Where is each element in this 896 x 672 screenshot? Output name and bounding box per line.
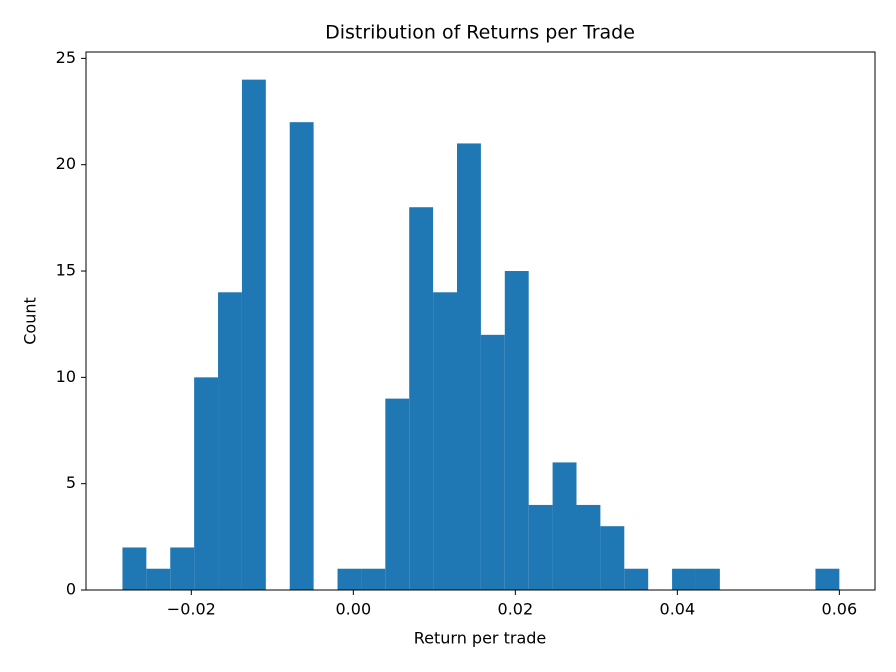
- x-tick-label: 0.06: [822, 600, 858, 619]
- chart-title: Distribution of Returns per Trade: [325, 22, 635, 44]
- bar: [504, 271, 529, 590]
- bar: [672, 568, 696, 590]
- bar: [552, 462, 577, 590]
- y-tick-label: 10: [56, 367, 76, 386]
- bar: [361, 568, 386, 590]
- bar: [457, 143, 481, 591]
- x-tick-label: −0.02: [167, 600, 216, 619]
- bar: [241, 79, 266, 590]
- y-tick-label: 20: [56, 154, 76, 173]
- bar: [385, 398, 410, 590]
- bar: [815, 568, 840, 590]
- x-tick-label: 0.00: [336, 600, 372, 619]
- bar: [433, 292, 458, 590]
- y-tick-label: 15: [56, 261, 76, 280]
- y-axis-label: Count: [21, 297, 40, 345]
- plot-frame: [85, 51, 876, 591]
- bar: [624, 568, 649, 590]
- y-tick-label: 5: [66, 473, 76, 492]
- bar: [409, 207, 434, 590]
- bar: [289, 122, 314, 590]
- y-tick-label: 25: [56, 48, 76, 67]
- bar: [146, 568, 171, 590]
- x-tick-label: 0.04: [660, 600, 696, 619]
- bar: [170, 547, 195, 590]
- bar: [528, 504, 553, 590]
- bar: [218, 292, 242, 590]
- bar: [695, 568, 720, 590]
- bar: [576, 504, 601, 590]
- x-tick-label: 0.02: [498, 600, 534, 619]
- y-tick-label: 0: [66, 580, 76, 599]
- bar: [480, 334, 505, 590]
- x-axis-label: Return per trade: [414, 629, 547, 648]
- bar: [194, 377, 219, 590]
- bar: [337, 568, 362, 590]
- bar: [122, 547, 147, 590]
- bar: [600, 526, 625, 590]
